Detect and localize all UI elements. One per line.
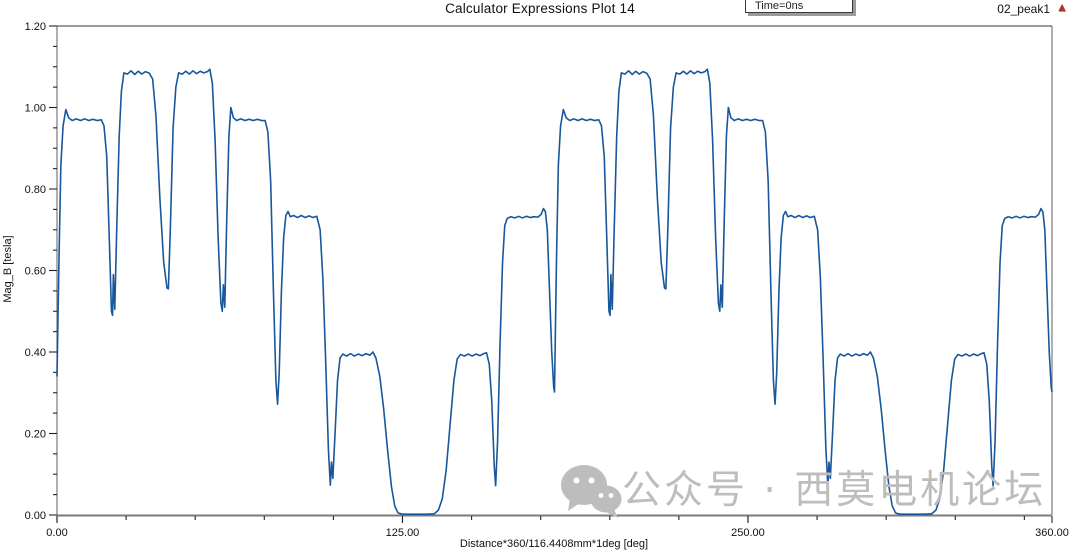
red-triangle-icon: ▲ bbox=[1056, 0, 1068, 14]
legend-box[interactable]: Time=0ns bbox=[745, 0, 853, 13]
legend-label: Time=0ns bbox=[755, 0, 804, 12]
curve-02-peak1 bbox=[56, 68, 1053, 515]
svg-text:1.20: 1.20 bbox=[25, 21, 46, 33]
svg-text:0.00: 0.00 bbox=[46, 527, 67, 539]
y-axis-label: Mag_B [tesla] bbox=[2, 235, 14, 303]
svg-text:125.00: 125.00 bbox=[386, 527, 420, 539]
series-label: 02_peak1 bbox=[997, 2, 1050, 16]
svg-text:1.00: 1.00 bbox=[25, 103, 46, 115]
svg-text:0.40: 0.40 bbox=[25, 347, 46, 359]
svg-text:0.60: 0.60 bbox=[25, 266, 46, 278]
svg-text:0.20: 0.20 bbox=[25, 429, 46, 441]
x-axis-label: Distance*360/116.4408mm*1deg [deg] bbox=[459, 538, 649, 550]
page-title: Calculator Expressions Plot 14 bbox=[445, 1, 635, 16]
svg-text:250.00: 250.00 bbox=[731, 527, 765, 539]
svg-text:360.00: 360.00 bbox=[1035, 527, 1069, 539]
svg-text:0.00: 0.00 bbox=[25, 510, 46, 522]
svg-text:0.80: 0.80 bbox=[25, 184, 46, 196]
